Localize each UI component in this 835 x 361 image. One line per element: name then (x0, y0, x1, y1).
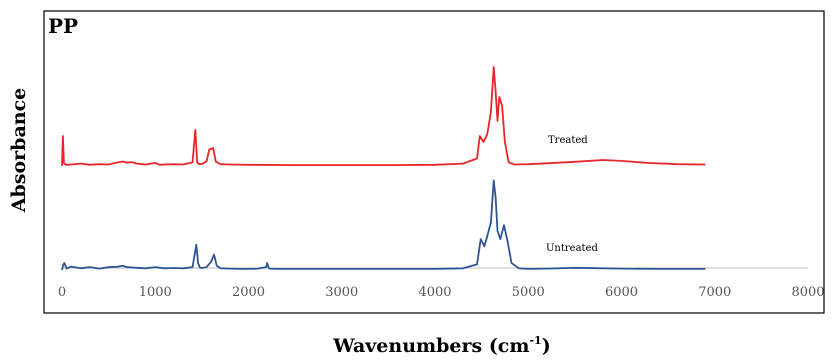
x-ticks: 0 1000 2000 3000 4000 5000 6000 7000 8000 (58, 285, 825, 300)
series-line-treated (61, 66, 706, 167)
x-axis-label-tail: ) (542, 335, 551, 357)
plot-frame (43, 10, 825, 314)
chart-title: PP (48, 14, 78, 38)
x-tick-label: 3000 (325, 285, 358, 300)
x-tick-label: 0 (58, 285, 66, 300)
x-tick-label: 4000 (418, 285, 451, 300)
x-tick-label: 8000 (791, 285, 824, 300)
x-tick-label: 5000 (512, 285, 545, 300)
x-tick-label: 7000 (698, 285, 731, 300)
x-axis-label: Wavenumbers (cm-1) (332, 334, 550, 357)
series-label-treated: Treated (548, 135, 588, 146)
x-tick-label: 1000 (139, 285, 172, 300)
x-axis-label-superscript: -1 (529, 334, 541, 347)
x-axis-label-main: Wavenumbers (cm (332, 335, 529, 357)
series-lines (61, 66, 706, 271)
series-line-untreated (61, 179, 706, 271)
series-label-untreated: Untreated (546, 243, 598, 254)
x-tick-label: 6000 (605, 285, 638, 300)
x-tick-label: 2000 (232, 285, 265, 300)
y-axis-label: Absorbance (8, 88, 30, 213)
